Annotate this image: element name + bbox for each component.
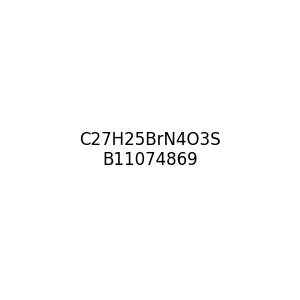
Text: C27H25BrN4O3S
B11074869: C27H25BrN4O3S B11074869 (79, 130, 221, 170)
